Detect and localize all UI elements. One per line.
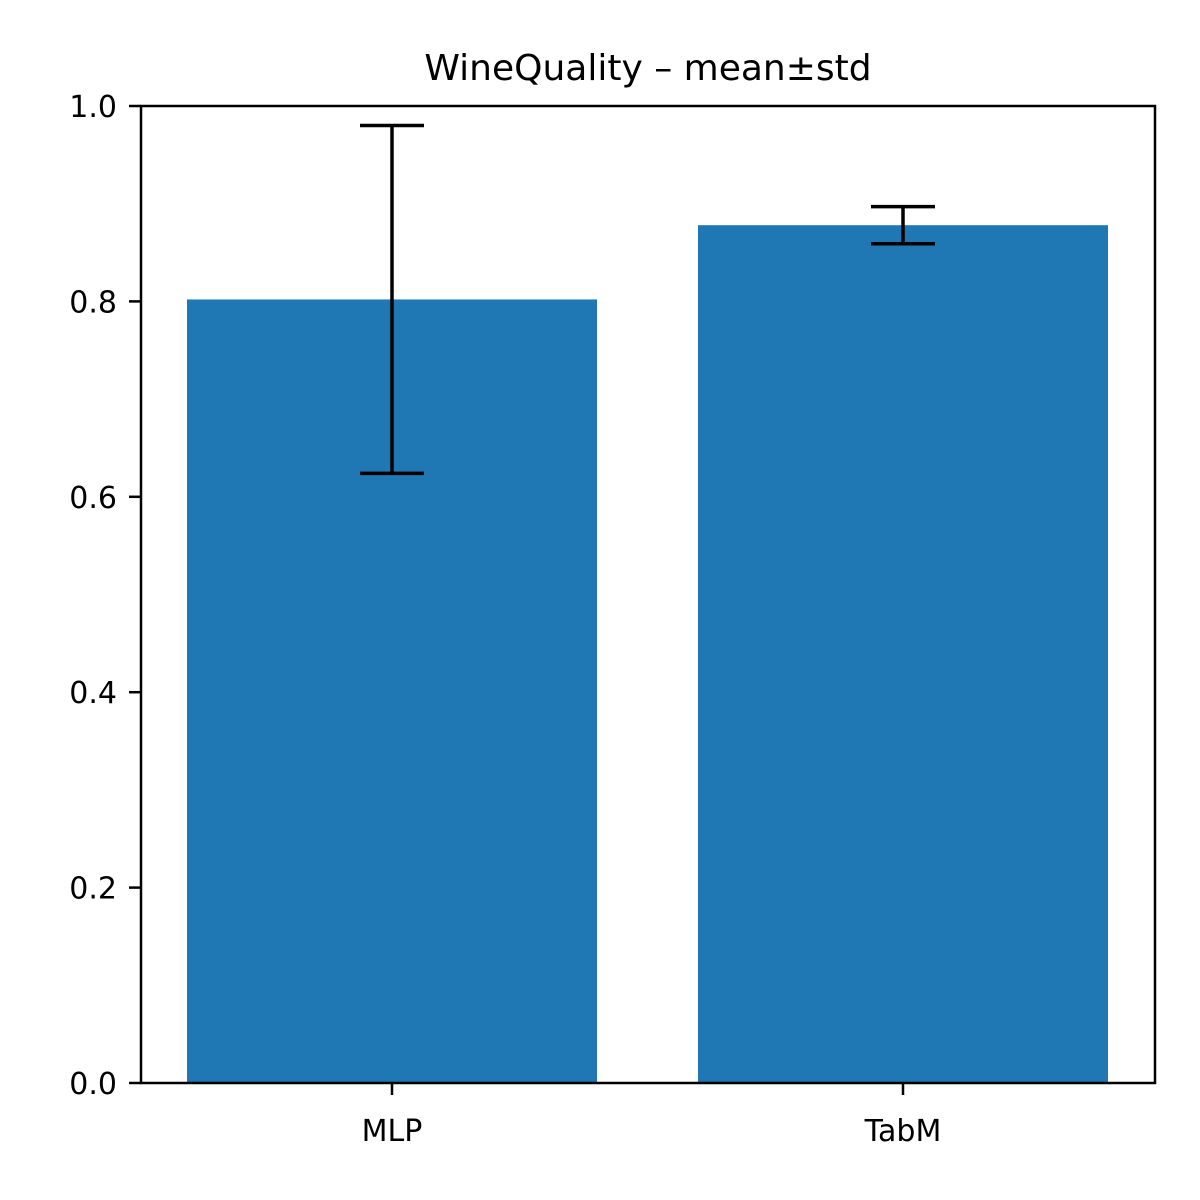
y-tick-label: 1.0 [69, 90, 117, 125]
y-tick-label: 0.2 [69, 872, 117, 907]
x-axis: MLP TabM [362, 1083, 942, 1149]
x-tick-label: MLP [362, 1114, 423, 1149]
error-bar-tabm [871, 204, 935, 246]
bar-tabm [698, 225, 1108, 1084]
plot-frame [139, 104, 1157, 1085]
y-tick-label: 0.4 [69, 676, 117, 711]
error-bar-mlp [360, 123, 424, 476]
y-axis: 0.0 0.2 0.4 0.6 0.8 1.0 [69, 90, 141, 1102]
y-tick-label: 0.8 [69, 285, 117, 320]
error-bars-layer [360, 123, 935, 476]
x-tick-label: TabM [864, 1114, 942, 1149]
chart-title: WineQuality – mean±std [424, 48, 871, 89]
y-tick-label: 0.6 [69, 481, 117, 516]
y-tick-label: 0.0 [69, 1067, 117, 1102]
bars-layer [187, 225, 1108, 1084]
